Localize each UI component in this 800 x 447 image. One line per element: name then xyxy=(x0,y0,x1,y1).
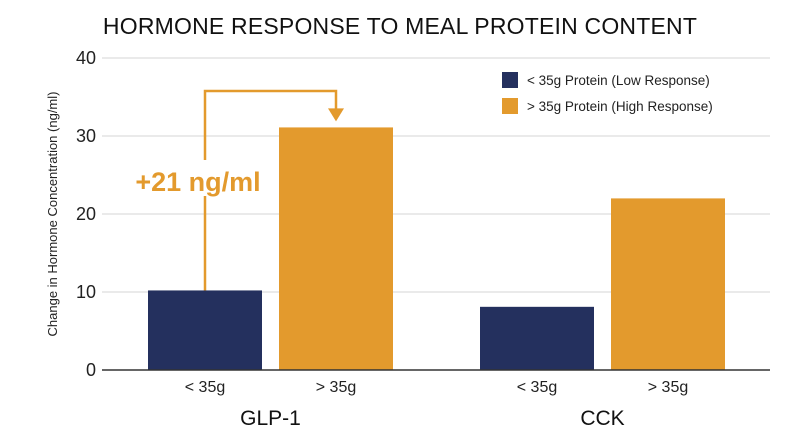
annotation: +21 ng/ml xyxy=(125,89,344,291)
y-tick-label-0: 0 xyxy=(86,360,96,380)
bars xyxy=(148,127,725,370)
annotation-bracket xyxy=(203,89,338,291)
y-tick-label-10: 10 xyxy=(76,282,96,302)
group-labels: GLP-1 CCK xyxy=(240,407,625,430)
bar-glp1-low xyxy=(148,290,262,370)
y-tick-label-20: 20 xyxy=(76,204,96,224)
y-axis-label: Change in Hormone Concentration (ng/ml) xyxy=(45,92,60,337)
x-axis-ticks: < 35g > 35g < 35g > 35g xyxy=(185,379,688,396)
legend-label-low: < 35g Protein (Low Response) xyxy=(527,73,710,88)
annotation-arrowhead xyxy=(328,108,344,122)
y-tick-label-30: 30 xyxy=(76,126,96,146)
x-tick-label: < 35g xyxy=(185,379,225,396)
x-tick-label: > 35g xyxy=(648,379,688,396)
bar-cck-low xyxy=(480,306,594,370)
legend-swatch-low xyxy=(502,72,518,88)
annotation-label: +21 ng/ml xyxy=(135,167,260,197)
annotation-label-background xyxy=(125,164,271,198)
y-axis-ticks: 0 10 20 30 40 xyxy=(76,48,96,380)
chart-title: HORMONE RESPONSE TO MEAL PROTEIN CONTENT xyxy=(103,13,697,39)
legend-swatch-high xyxy=(502,98,518,114)
bar-glp1-high xyxy=(279,127,393,370)
x-tick-label: < 35g xyxy=(517,379,557,396)
bar-cck-high xyxy=(611,198,725,370)
y-tick-label-40: 40 xyxy=(76,48,96,68)
legend: < 35g Protein (Low Response) > 35g Prote… xyxy=(502,72,713,114)
group-label-glp1: GLP-1 xyxy=(240,407,301,430)
group-label-cck: CCK xyxy=(580,407,624,430)
x-tick-label: > 35g xyxy=(316,379,356,396)
legend-label-high: > 35g Protein (High Response) xyxy=(527,99,713,114)
